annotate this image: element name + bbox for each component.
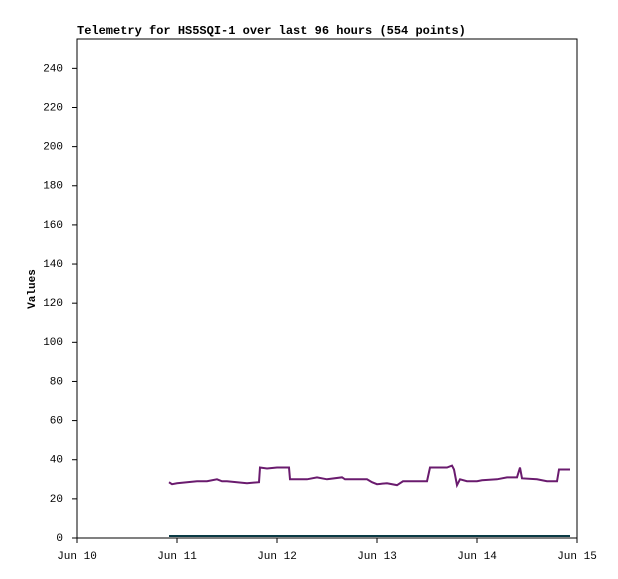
x-tick-label: Jun 13 bbox=[357, 551, 397, 563]
x-tick-label: Jun 10 bbox=[57, 551, 97, 563]
x-tick-label: Jun 14 bbox=[457, 551, 497, 563]
series-line bbox=[168, 464, 570, 489]
y-tick-label: 140 bbox=[43, 259, 63, 271]
y-tick-label: 80 bbox=[50, 376, 63, 388]
chart-title: Telemetry for HS5SQI-1 over last 96 hour… bbox=[77, 24, 466, 38]
y-axis-label: Values bbox=[27, 269, 39, 309]
y-tick-label: 160 bbox=[43, 220, 63, 232]
y-tick-label: 60 bbox=[50, 415, 63, 427]
y-tick-label: 0 bbox=[56, 533, 63, 545]
y-tick-label: 120 bbox=[43, 298, 63, 310]
y-tick-label: 240 bbox=[43, 63, 63, 75]
y-tick-label: 200 bbox=[43, 142, 63, 154]
plot-frame bbox=[76, 38, 578, 539]
x-tick-label: Jun 15 bbox=[557, 551, 597, 563]
y-tick-label: 180 bbox=[43, 181, 63, 193]
x-tick-label: Jun 12 bbox=[257, 551, 297, 563]
y-tick-label: 100 bbox=[43, 337, 63, 349]
y-tick-label: 20 bbox=[50, 494, 63, 506]
y-tick-label: 220 bbox=[43, 102, 63, 114]
x-tick-label: Jun 11 bbox=[157, 551, 197, 563]
y-tick-label: 40 bbox=[50, 455, 63, 467]
